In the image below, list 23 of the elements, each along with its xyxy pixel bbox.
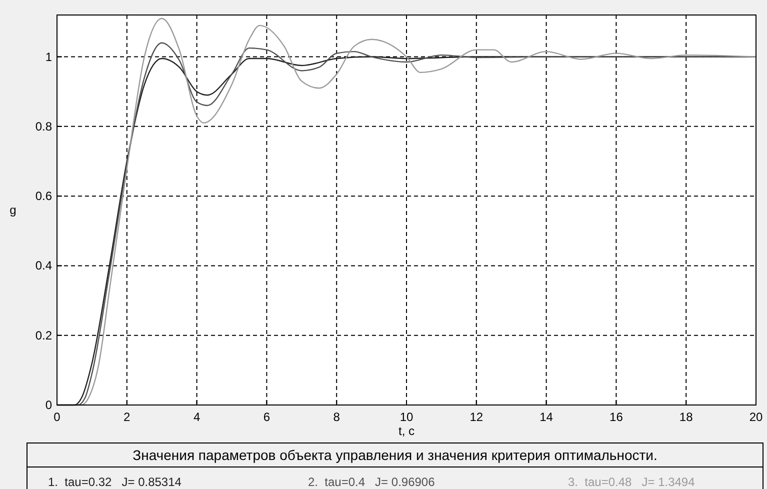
text: 2. tau=0.4 J= 0.96906	[308, 475, 436, 489]
x-tick-label: 16	[610, 410, 624, 424]
x-tick-label: 8	[333, 410, 340, 424]
x-tick-label: 6	[263, 410, 270, 424]
y-tick-label: 0	[45, 398, 52, 412]
x-tick-label: 12	[470, 410, 484, 424]
x-tick-label: 0	[54, 410, 61, 424]
x-tick-label: 10	[400, 410, 414, 424]
x-axis-title: t, c	[398, 424, 415, 438]
y-tick-label: 0.4	[35, 258, 52, 273]
text: 3. tau=0.48 J= 1.3494	[568, 475, 696, 489]
y-tick-label: 1	[45, 50, 52, 64]
x-tick-label: 14	[540, 410, 554, 424]
x-tick-label: 2	[124, 410, 131, 424]
x-tick-label: 18	[679, 410, 694, 424]
y-tick-label: 0.2	[35, 328, 52, 342]
y-axis-title: g	[10, 203, 16, 217]
y-tick-label: 0.8	[35, 119, 52, 134]
y-tick-label: 0.6	[35, 189, 52, 204]
x-tick-label: 4	[193, 410, 200, 424]
x-tick-label: 20	[749, 410, 763, 424]
legend-title: Значения параметров объекта управления и значения критерия оптимальности.	[132, 447, 658, 463]
text: 1. tau=0.32 J= 0.85314	[48, 475, 182, 489]
